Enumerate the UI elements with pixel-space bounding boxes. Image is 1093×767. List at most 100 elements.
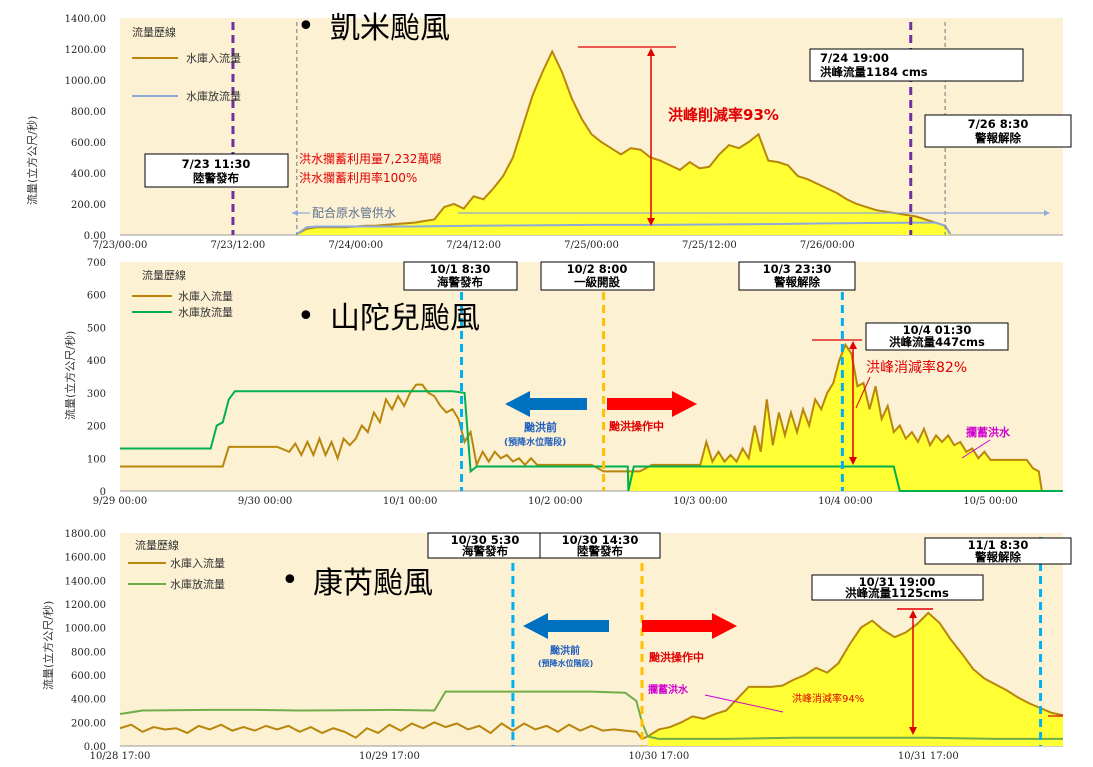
series-area-inflow bbox=[647, 612, 1063, 746]
y-tick-label: 1400.00 bbox=[65, 576, 106, 587]
x-tick-label: 10/4 00:00 bbox=[818, 496, 872, 507]
x-tick-label: 7/24/00:00 bbox=[328, 240, 383, 251]
annotation-box: 10/1 8:30 海警發布 bbox=[403, 261, 518, 291]
note-storage-volume: 洪水攔蓄利用量7,232萬噸 bbox=[299, 151, 441, 166]
series-line-inflow bbox=[120, 342, 1043, 492]
series-line-outflow bbox=[296, 221, 951, 236]
y-tick-label: 1000.00 bbox=[65, 624, 106, 635]
y-tick-label: 100 bbox=[87, 454, 106, 465]
x-tick-label: 9/30 00:00 bbox=[238, 496, 292, 507]
panel-kong-rey: 0.00 200.00 400.00 600.00 800.00 1000.00 1200.… bbox=[41, 529, 1072, 762]
y-tick-label: 700 bbox=[87, 258, 106, 269]
note-peak-reduction: 洪峰消減率82% bbox=[866, 359, 967, 376]
y-tick-label: 400 bbox=[87, 356, 106, 367]
typhoon-bullet: • bbox=[297, 299, 315, 334]
y-tick-label: 500 bbox=[87, 323, 106, 334]
y-tick-label: 1400.00 bbox=[65, 14, 106, 25]
y-tick-label: 200.00 bbox=[71, 200, 106, 211]
x-tick-label: 9/29 00:00 bbox=[93, 496, 147, 507]
y-tick-label: 1200.00 bbox=[65, 45, 106, 56]
panel-krathon: 0 100 200 300 400 500 600 700 9/29 00:00 9/30 00… bbox=[63, 258, 1063, 507]
y-tick-label: 200.00 bbox=[71, 718, 106, 729]
y-tick-label: 400.00 bbox=[71, 695, 106, 706]
note-storage: 攔蓄洪水 bbox=[648, 683, 689, 696]
storage-pointer bbox=[704, 694, 784, 713]
y-tick-label: 600.00 bbox=[71, 671, 106, 682]
reduction-arrowhead-up bbox=[909, 610, 917, 618]
annotation-box: 11/1 8:30 警報解除 bbox=[924, 537, 1072, 565]
annotation-box: 10/3 23:30 警報解除 bbox=[738, 261, 856, 291]
legend-label-inflow: 水庫入流量 bbox=[186, 51, 241, 65]
annotation-box: 7/24 19:00 洪峰流量1184 cms bbox=[809, 48, 1024, 82]
svg-text:10/3 23:30: 10/3 23:30 bbox=[763, 262, 832, 276]
reduction-arrowhead-up bbox=[647, 48, 655, 56]
svg-text:10/31 19:00: 10/31 19:00 bbox=[859, 575, 936, 589]
annotation-box: 10/30 14:30 陸警發布 bbox=[539, 532, 661, 559]
svg-text:11/1 8:30: 11/1 8:30 bbox=[968, 538, 1029, 552]
svg-text:10/2 8:00: 10/2 8:00 bbox=[567, 262, 628, 276]
series-line-outflow bbox=[120, 390, 1063, 492]
label-pre-typhoon: 颱洪前 bbox=[550, 644, 580, 657]
label-pre-typhoon: 颱洪前 bbox=[524, 420, 557, 434]
typhoon-title: 凱米颱風 bbox=[330, 11, 450, 46]
svg-text:10/30 5:30: 10/30 5:30 bbox=[451, 533, 520, 547]
y-tick-label: 1000.00 bbox=[65, 76, 106, 87]
annotation-box: 10/31 19:00 洪峰流量1125cms bbox=[811, 574, 984, 601]
arrow-right-icon bbox=[607, 391, 697, 417]
svg-text:警報解除: 警報解除 bbox=[974, 550, 1021, 564]
annotation-box: 10/30 5:30 海警發布 bbox=[427, 532, 544, 559]
svg-text:洪峰流量447cms: 洪峰流量447cms bbox=[889, 335, 985, 349]
annotation-box: 10/2 8:00 一級開設 bbox=[540, 261, 655, 291]
y-tick-label: 1200.00 bbox=[65, 600, 106, 611]
legend-label-outflow: 水庫放流量 bbox=[186, 89, 241, 103]
y-tick-label: 800.00 bbox=[71, 107, 106, 118]
label-pre-drawdown: (預降水位階段) bbox=[538, 658, 593, 668]
x-tick-label: 10/3 00:00 bbox=[673, 496, 727, 507]
x-tick-label: 10/5 00:00 bbox=[963, 496, 1017, 507]
y-tick-label: 0.00 bbox=[84, 231, 106, 242]
panel-kaemi: 0.00 200.00 400.00 600.00 800.00 1000.00 1200.… bbox=[25, 9, 1072, 251]
label-typhoon-operation: 颱洪操作中 bbox=[649, 650, 704, 664]
x-tick-label: 10/1 00:00 bbox=[383, 496, 437, 507]
y-tick-label: 0 bbox=[100, 487, 106, 498]
reduction-arrowhead-down bbox=[909, 727, 917, 735]
y-tick-label: 600 bbox=[87, 291, 106, 302]
legend-label-inflow: 水庫入流量 bbox=[170, 556, 225, 570]
pipeline-arrowhead-right bbox=[1044, 210, 1050, 216]
y-tick-label: 200 bbox=[87, 422, 106, 433]
legend-label-inflow: 水庫入流量 bbox=[178, 289, 233, 303]
svg-text:10/30 14:30: 10/30 14:30 bbox=[562, 533, 639, 547]
svg-text:海警發布: 海警發布 bbox=[462, 544, 508, 558]
arrow-left-icon bbox=[505, 391, 587, 417]
legend-title: 流量歷線 bbox=[142, 268, 186, 282]
x-tick-label: 10/30 17:00 bbox=[628, 751, 689, 762]
svg-text:警報解除: 警報解除 bbox=[773, 275, 820, 289]
x-tick-label: 7/23/00:00 bbox=[93, 240, 148, 251]
svg-text:7/24 19:00: 7/24 19:00 bbox=[820, 51, 889, 65]
typhoon-bullet: • bbox=[281, 563, 299, 598]
legend-label-outflow: 水庫放流量 bbox=[178, 305, 233, 319]
annotation-box: 10/4 01:30 洪峰流量447cms bbox=[865, 322, 1009, 351]
x-tick-label: 10/2 00:00 bbox=[528, 496, 582, 507]
note-peak-reduction: 洪峰削減率93% bbox=[668, 106, 779, 124]
arrow-left-icon bbox=[523, 613, 609, 639]
y-axis-label: 流量(立方公尺/秒) bbox=[63, 331, 77, 420]
svg-text:7/23 11:30: 7/23 11:30 bbox=[182, 157, 251, 171]
svg-text:海警發布: 海警發布 bbox=[437, 275, 483, 289]
y-tick-label: 0.00 bbox=[84, 742, 106, 753]
x-tick-label: 10/29 17:00 bbox=[359, 751, 420, 762]
legend-title: 流量歷線 bbox=[135, 538, 179, 552]
legend-title: 流量歷線 bbox=[132, 25, 176, 39]
svg-text:陸警發布: 陸警發布 bbox=[577, 544, 623, 558]
legend-label-outflow: 水庫放流量 bbox=[170, 577, 225, 591]
y-tick-label: 400.00 bbox=[71, 169, 106, 180]
typhoon-title: 康芮颱風 bbox=[313, 566, 433, 601]
svg-text:10/4 01:30: 10/4 01:30 bbox=[903, 323, 972, 337]
svg-text:一級開設: 一級開設 bbox=[574, 275, 620, 289]
typhoon-title: 山陀兒颱風 bbox=[330, 301, 480, 336]
annotation-box: 7/23 11:30 陸警發布 bbox=[144, 153, 289, 188]
y-axis-label: 流量(立方公尺/秒) bbox=[25, 116, 39, 205]
x-tick-label: 10/31 17:00 bbox=[898, 751, 959, 762]
annotation-box: 7/26 8:30 警報解除 bbox=[924, 114, 1072, 148]
series-line-inflow bbox=[119, 611, 1064, 741]
